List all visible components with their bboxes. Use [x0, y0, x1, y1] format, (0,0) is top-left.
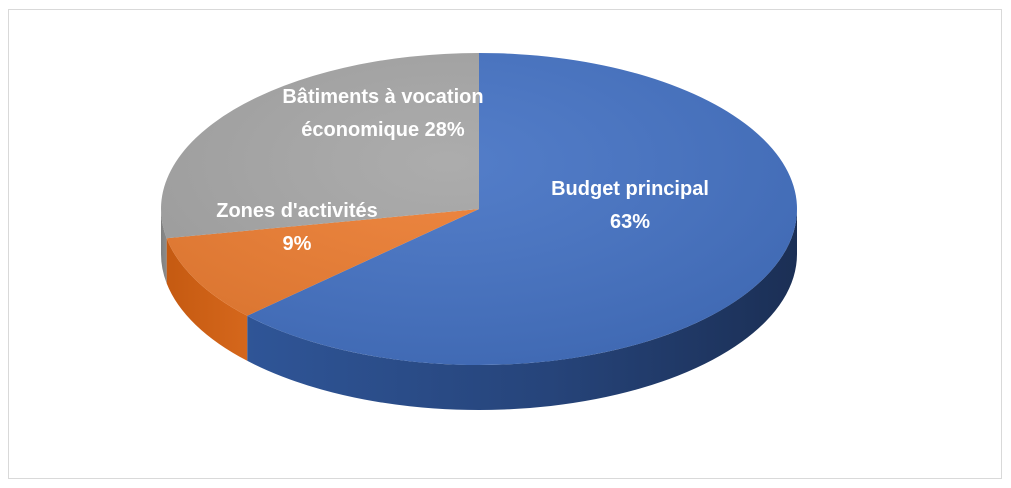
pie-top-shading [161, 53, 797, 365]
pie-labels: Budget principal 63% Zones d'activités 9% Bâ… [216, 86, 709, 255]
data-label-1: Budget principal 63% [551, 178, 709, 233]
pie-side-2 [166, 238, 248, 361]
pie-side-3 [161, 209, 167, 284]
data-label-line: Bâtiments à vocation [282, 86, 483, 108]
pie-side-1 [247, 209, 797, 410]
data-label-line: Zones d'activités [216, 200, 377, 222]
data-label-line: 63% [610, 211, 650, 233]
data-label-line: 9% [283, 233, 312, 255]
pie-tops [160, 53, 798, 365]
data-label-2: Zones d'activités 9% [216, 200, 377, 255]
data-label-line: économique 28% [301, 119, 465, 141]
pie-sides [161, 209, 797, 410]
data-label-line: Budget principal [551, 178, 709, 200]
data-label-3: Bâtiments à vocation économique 28% [282, 86, 483, 141]
